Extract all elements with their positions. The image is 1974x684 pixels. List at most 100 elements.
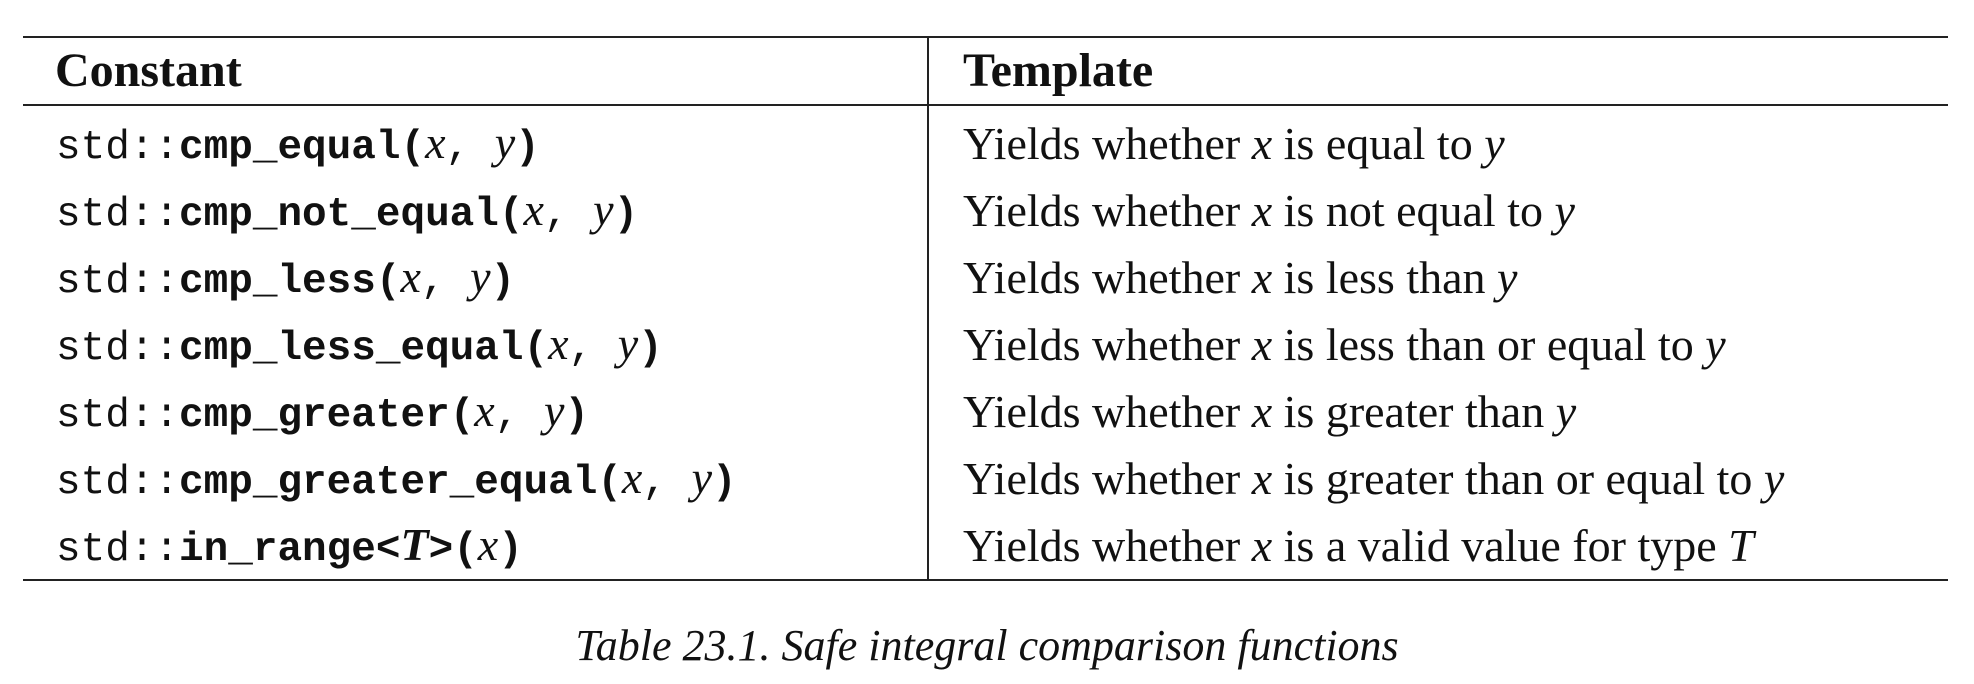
- comma: ,: [568, 326, 618, 372]
- param-y: y: [470, 251, 491, 302]
- table-row: std::cmp_greater_equal(x, y) Yields wheth…: [23, 445, 1948, 512]
- table-row: std::cmp_less_equal(x, y) Yields whether …: [23, 311, 1948, 378]
- angle-bracket: >: [428, 527, 454, 573]
- param-x: x: [548, 318, 569, 369]
- function-name: cmp_equal: [179, 125, 401, 171]
- desc-text: Yields whether: [963, 386, 1252, 437]
- desc-var: x: [1251, 386, 1273, 437]
- function-description: Yields whether x is greater than y: [927, 378, 1948, 445]
- desc-var: y: [1484, 118, 1505, 169]
- comparison-functions-table: Constant Template std::cmp_equal(x, y) Yi…: [23, 36, 1948, 581]
- desc-text: is not equal to: [1272, 185, 1555, 236]
- comma: ,: [642, 460, 692, 506]
- paren: (: [375, 259, 401, 305]
- function-signature: std::cmp_less(x, y): [23, 244, 928, 311]
- desc-var: x: [1251, 185, 1273, 236]
- desc-text: Yields whether: [963, 118, 1252, 169]
- desc-text: Yields whether: [963, 185, 1252, 236]
- namespace: std::: [56, 326, 180, 372]
- param-x: x: [621, 452, 643, 503]
- header-constant: Constant: [23, 36, 928, 106]
- function-signature: std::cmp_less_equal(x, y): [23, 311, 928, 378]
- template-param: T: [400, 519, 429, 570]
- desc-text: is equal to: [1272, 118, 1485, 169]
- table-caption: Table 23.1. Safe integral comparison fun…: [575, 621, 1399, 670]
- table-row: std::cmp_not_equal(x, y) Yields whether x…: [23, 177, 1948, 244]
- desc-text: Yields whether: [963, 520, 1252, 571]
- desc-var: y: [1555, 386, 1577, 437]
- function-name: cmp_greater: [179, 393, 450, 439]
- desc-text: is greater than: [1272, 386, 1556, 437]
- table-row: std::in_range<T>(x) Yields whether x is a…: [23, 512, 1948, 581]
- paren: (: [400, 125, 426, 171]
- paren: (: [449, 393, 475, 439]
- function-name: cmp_less: [179, 259, 376, 305]
- desc-text: Yields whether: [963, 453, 1252, 504]
- namespace: std::: [56, 527, 180, 573]
- desc-text: is less than: [1272, 252, 1498, 303]
- function-name: cmp_less_equal: [179, 326, 524, 372]
- paren: (: [453, 527, 478, 573]
- desc-var: x: [1251, 319, 1273, 370]
- paren: ): [490, 259, 516, 305]
- desc-var: y: [1554, 185, 1575, 236]
- namespace: std::: [56, 125, 180, 171]
- param-x: x: [477, 519, 499, 570]
- comma: ,: [494, 393, 544, 439]
- param-x: x: [523, 184, 544, 235]
- namespace: std::: [56, 460, 180, 506]
- desc-text: is less than or equal to: [1272, 319, 1706, 370]
- header-template: Template: [927, 36, 1948, 106]
- function-description: Yields whether x is greater than or equa…: [927, 445, 1948, 512]
- namespace: std::: [56, 393, 180, 439]
- paren: (: [498, 192, 524, 238]
- paren: ): [564, 393, 589, 439]
- function-description: Yields whether x is a valid value for ty…: [927, 512, 1948, 581]
- paren: ): [711, 460, 737, 506]
- desc-text: is greater than or equal to: [1272, 453, 1764, 504]
- namespace: std::: [56, 192, 180, 238]
- function-description: Yields whether x is less than or equal t…: [927, 311, 1948, 378]
- desc-var: y: [1497, 252, 1518, 303]
- paren: (: [523, 326, 549, 372]
- function-description: Yields whether x is equal to y: [927, 105, 1948, 177]
- table-row: std::cmp_equal(x, y) Yields whether x is …: [23, 105, 1948, 177]
- comma: ,: [445, 125, 495, 171]
- function-name: in_range<: [179, 527, 401, 573]
- desc-text: Yields whether: [963, 252, 1252, 303]
- desc-var: x: [1251, 118, 1273, 169]
- paren: ): [613, 192, 639, 238]
- paren: ): [515, 125, 540, 171]
- table-row: std::cmp_greater(x, y) Yields whether x i…: [23, 378, 1948, 445]
- function-signature: std::in_range<T>(x): [23, 512, 928, 581]
- param-y: y: [691, 452, 712, 503]
- desc-var: y: [1763, 453, 1785, 504]
- function-signature: std::cmp_greater(x, y): [23, 378, 928, 445]
- param-x: x: [474, 385, 495, 436]
- desc-var: y: [1705, 319, 1726, 370]
- comma: ,: [420, 259, 471, 305]
- comma: ,: [543, 192, 594, 238]
- function-name: cmp_greater_equal: [179, 460, 598, 506]
- desc-var: x: [1251, 520, 1273, 571]
- function-description: Yields whether x is less than y: [927, 244, 1948, 311]
- function-signature: std::cmp_not_equal(x, y): [23, 177, 928, 244]
- param-x: x: [400, 251, 421, 302]
- function-description: Yields whether x is not equal to y: [927, 177, 1948, 244]
- paren: (: [597, 460, 622, 506]
- desc-text: is a valid value for type: [1272, 520, 1729, 571]
- paren: ): [498, 527, 523, 573]
- namespace: std::: [56, 259, 180, 305]
- param-y: y: [617, 318, 639, 369]
- param-y: y: [543, 385, 565, 436]
- function-name: cmp_not_equal: [179, 192, 499, 238]
- table-header-row: Constant Template: [23, 36, 1948, 106]
- param-y: y: [593, 184, 614, 235]
- param-y: y: [494, 117, 516, 168]
- function-signature: std::cmp_equal(x, y): [23, 105, 928, 177]
- desc-var: x: [1251, 453, 1273, 504]
- param-x: x: [425, 117, 446, 168]
- desc-text: Yields whether: [963, 319, 1252, 370]
- function-signature: std::cmp_greater_equal(x, y): [23, 445, 928, 512]
- paren: ): [638, 326, 663, 372]
